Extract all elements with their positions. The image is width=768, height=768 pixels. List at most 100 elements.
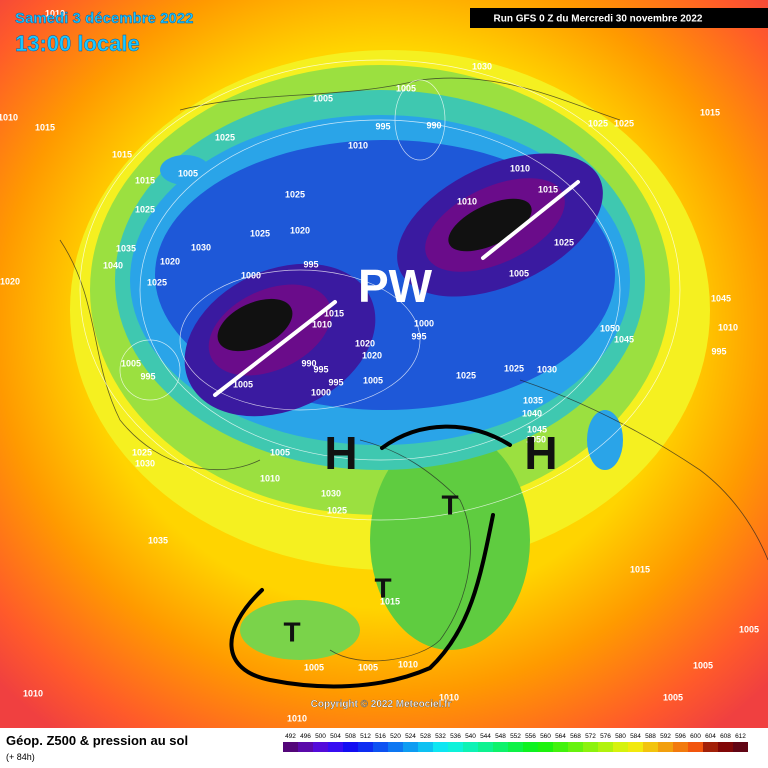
pressure-label: 1025 [135,204,155,214]
colorbar: 492 496 500 504 508 512 516 520 524 528 532 536 540 5… [283,733,748,752]
pressure-label: 1025 [504,363,524,373]
colorbar-cell [598,742,613,752]
pressure-label: 1025 [215,132,235,142]
colorbar-label: 548 [495,733,506,740]
pressure-label: 1005 [396,83,416,93]
colorbar-cell [373,742,388,752]
annotation: T [283,616,300,647]
pressure-label: 1025 [250,228,270,238]
footer-title: Géop. Z500 & pression au sol [6,733,188,748]
pressure-label: 1010 [718,322,738,332]
pressure-label: 1020 [160,256,180,266]
colorbar-label: 608 [720,733,731,740]
colorbar-cell [343,742,358,752]
annotation: H [524,427,557,479]
colorbar-cell [508,742,523,752]
colorbar-cell [448,742,463,752]
colorbar-cell [433,742,448,752]
pressure-label: 1015 [324,308,344,318]
pressure-label: 1020 [290,225,310,235]
colorbar-cell [358,742,373,752]
colorbar-label: 516 [375,733,386,740]
colorbar-label: 512 [360,733,371,740]
annotation: H [324,427,357,479]
colorbar-cell [403,742,418,752]
colorbar-cell [658,742,673,752]
colorbar-label: 508 [345,733,356,740]
pressure-label: 1010 [312,319,332,329]
colorbar-label: 576 [600,733,611,740]
colorbar-cell [478,742,493,752]
pressure-label: 1035 [148,535,168,545]
colorbar-cell [583,742,598,752]
pressure-label: 995 [711,346,726,356]
pressure-label: 1005 [363,375,383,385]
footer-lead: (+ 84h) [6,752,35,762]
colorbar-label: 552 [510,733,521,740]
pressure-label: 1050 [600,323,620,333]
colorbar-label: 536 [450,733,461,740]
pressure-label: 1005 [693,660,713,670]
colorbar-cell [568,742,583,752]
analysis-lines [213,180,580,689]
colorbar-label: 596 [675,733,686,740]
pressure-label: 1000 [311,387,331,397]
date-label: Samedi 3 décembre 2022 [15,10,193,27]
colorbar-cell [718,742,733,752]
pressure-label: 1025 [588,118,608,128]
pressure-label: 1020 [355,338,375,348]
colorbar-cell [298,742,313,752]
pressure-label: 1025 [554,237,574,247]
pressure-label: 1005 [358,662,378,672]
pressure-label: 1025 [285,189,305,199]
colorbar-cell [628,742,643,752]
pressure-label: 1015 [700,107,720,117]
colorbar-cell [643,742,658,752]
colorbar-label: 500 [315,733,326,740]
pressure-label: 1015 [112,149,132,159]
colorbar-label: 504 [330,733,341,740]
pressure-label: 1010 [23,688,43,698]
pressure-label: 1010 [348,140,368,150]
pressure-label: 1005 [739,624,759,634]
pressure-label: 1015 [630,564,650,574]
pressure-label: 1045 [614,334,634,344]
pressure-label: 1005 [313,93,333,103]
colorbar-label: 556 [525,733,536,740]
colorbar-label: 544 [480,733,491,740]
pressure-label: 995 [313,364,328,374]
pressure-label: 1045 [711,293,731,303]
pressure-label: 1010 [439,692,459,702]
pressure-label: 1015 [380,596,400,606]
colorbar-label: 520 [390,733,401,740]
colorbar-label: 612 [735,733,746,740]
colorbar-label: 524 [405,733,416,740]
pressure-label: 1015 [135,175,155,185]
pressure-label: 995 [140,371,155,381]
pressure-label: 1025 [456,370,476,380]
colorbar-cell [688,742,703,752]
pressure-label: 1005 [178,168,198,178]
pressure-label: 1005 [509,268,529,278]
colorbar-cell [538,742,553,752]
annotation: T [441,489,458,520]
colorbar-label: 592 [660,733,671,740]
colorbar-cell [673,742,688,752]
pressure-label: 995 [328,377,343,387]
pressure-label: 1000 [241,270,261,280]
pressure-label: 1025 [327,505,347,515]
annotation: T [374,572,391,603]
pressure-label: 995 [375,121,390,131]
pressure-label: 1005 [233,379,253,389]
colorbar-label: 588 [645,733,656,740]
colorbar-label: 572 [585,733,596,740]
annotation: PW [358,260,433,312]
pressure-label: 1000 [414,318,434,328]
pressure-label: 1045 [527,424,547,434]
pressure-label: 1010 [0,112,18,122]
pressure-labels: 1010101010151015100510151025102510051005… [0,8,759,723]
pressure-label: 1025 [147,277,167,287]
pressure-label: 1025 [132,447,152,457]
colorbar-label: 600 [690,733,701,740]
